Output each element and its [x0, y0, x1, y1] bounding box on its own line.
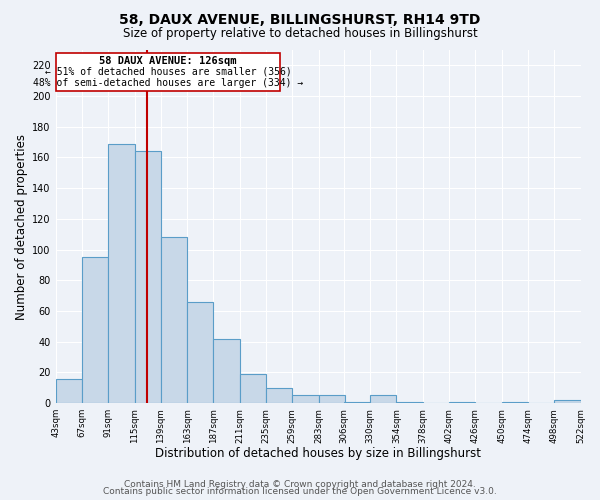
Bar [319, 396, 345, 403]
Text: 48% of semi-detached houses are larger (334) →: 48% of semi-detached houses are larger (… [33, 78, 303, 88]
Text: Size of property relative to detached houses in Billingshurst: Size of property relative to detached ho… [122, 28, 478, 40]
Bar [554, 400, 581, 403]
Bar [502, 402, 528, 403]
Text: 58, DAUX AVENUE, BILLINGSHURST, RH14 9TD: 58, DAUX AVENUE, BILLINGSHURST, RH14 9TD [119, 12, 481, 26]
Text: Contains HM Land Registry data © Crown copyright and database right 2024.: Contains HM Land Registry data © Crown c… [124, 480, 476, 489]
Bar [397, 402, 423, 403]
Text: Contains public sector information licensed under the Open Government Licence v3: Contains public sector information licen… [103, 487, 497, 496]
Bar [161, 238, 187, 403]
Bar [292, 396, 319, 403]
Bar [214, 338, 240, 403]
Bar [240, 374, 266, 403]
Bar [187, 302, 214, 403]
Bar [56, 378, 82, 403]
Bar [108, 144, 134, 403]
Bar [344, 402, 370, 403]
Y-axis label: Number of detached properties: Number of detached properties [15, 134, 28, 320]
FancyBboxPatch shape [56, 53, 280, 92]
Bar [82, 258, 108, 403]
Text: ← 51% of detached houses are smaller (356): ← 51% of detached houses are smaller (35… [44, 67, 292, 77]
Bar [134, 152, 161, 403]
Bar [449, 402, 475, 403]
Bar [266, 388, 292, 403]
Bar [370, 396, 397, 403]
Text: 58 DAUX AVENUE: 126sqm: 58 DAUX AVENUE: 126sqm [99, 56, 237, 66]
X-axis label: Distribution of detached houses by size in Billingshurst: Distribution of detached houses by size … [155, 447, 481, 460]
